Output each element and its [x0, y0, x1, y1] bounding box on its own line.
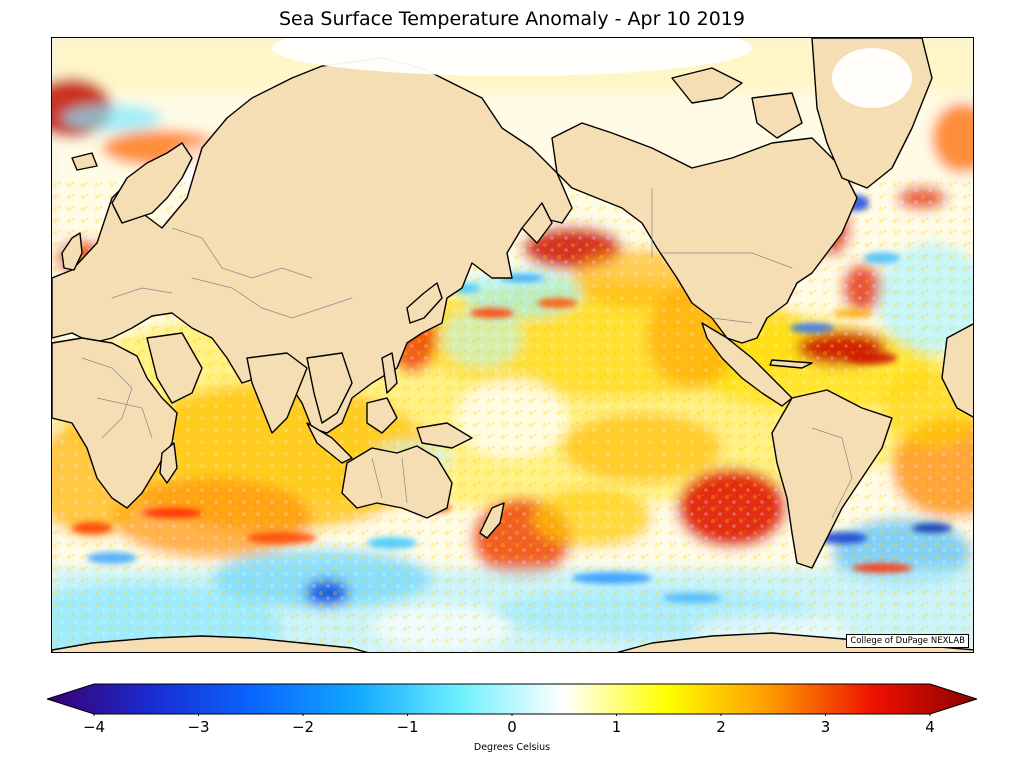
- scandinavia: [111, 142, 193, 224]
- colorbar-gradient: [47, 683, 977, 715]
- indian-subcontinent: [246, 352, 308, 434]
- central-america: [701, 322, 793, 407]
- sea-ice: [272, 38, 912, 108]
- sst-anomaly-map: College of DuPage NEXLAB: [51, 37, 974, 653]
- borneo: [366, 397, 398, 434]
- north-america: [551, 122, 858, 344]
- australia: [341, 445, 453, 519]
- kamchatka: [521, 202, 553, 244]
- british-isles: [61, 232, 83, 271]
- colorbar-tick-label: −3: [187, 718, 210, 736]
- colorbar-tick-label: 4: [925, 718, 935, 736]
- colorbar-tick-label: 2: [716, 718, 726, 736]
- colorbar-tick-label: 1: [611, 718, 622, 736]
- credit-label: College of DuPage NEXLAB: [846, 634, 969, 648]
- antarctica-left: [52, 635, 368, 652]
- land: [52, 38, 973, 652]
- arabian-peninsula: [146, 332, 203, 404]
- japan: [406, 282, 443, 324]
- colorbar-tick-label: −4: [82, 718, 106, 736]
- anomaly-map-svg: [52, 38, 973, 652]
- colorbar-tick-label: −2: [291, 718, 315, 736]
- map-title: Sea Surface Temperature Anomaly - Apr 10…: [278, 8, 745, 30]
- new-zealand: [479, 502, 505, 539]
- colorbar-label: Degrees Celsius: [473, 742, 551, 753]
- philippines: [381, 352, 398, 394]
- arctic-islands: [671, 67, 743, 104]
- colorbar: [47, 683, 977, 716]
- colorbar-tick-label: 0: [507, 718, 517, 736]
- eurasia-landmass: [52, 57, 573, 434]
- political-borders: [81, 188, 853, 519]
- new-guinea: [416, 422, 473, 449]
- colorbar-tick-label: 3: [820, 718, 831, 736]
- baffin-island: [751, 92, 803, 139]
- colorbar-tick-label: −1: [396, 718, 419, 736]
- iceland: [71, 152, 98, 171]
- southeast-asia: [306, 352, 353, 424]
- africa: [52, 337, 178, 509]
- africa-east-edge: [941, 323, 973, 418]
- madagascar: [159, 442, 178, 484]
- sumatra: [306, 422, 353, 464]
- cuba: [769, 359, 813, 369]
- south-america: [771, 389, 893, 569]
- colorbar-ticks: [93, 714, 931, 716]
